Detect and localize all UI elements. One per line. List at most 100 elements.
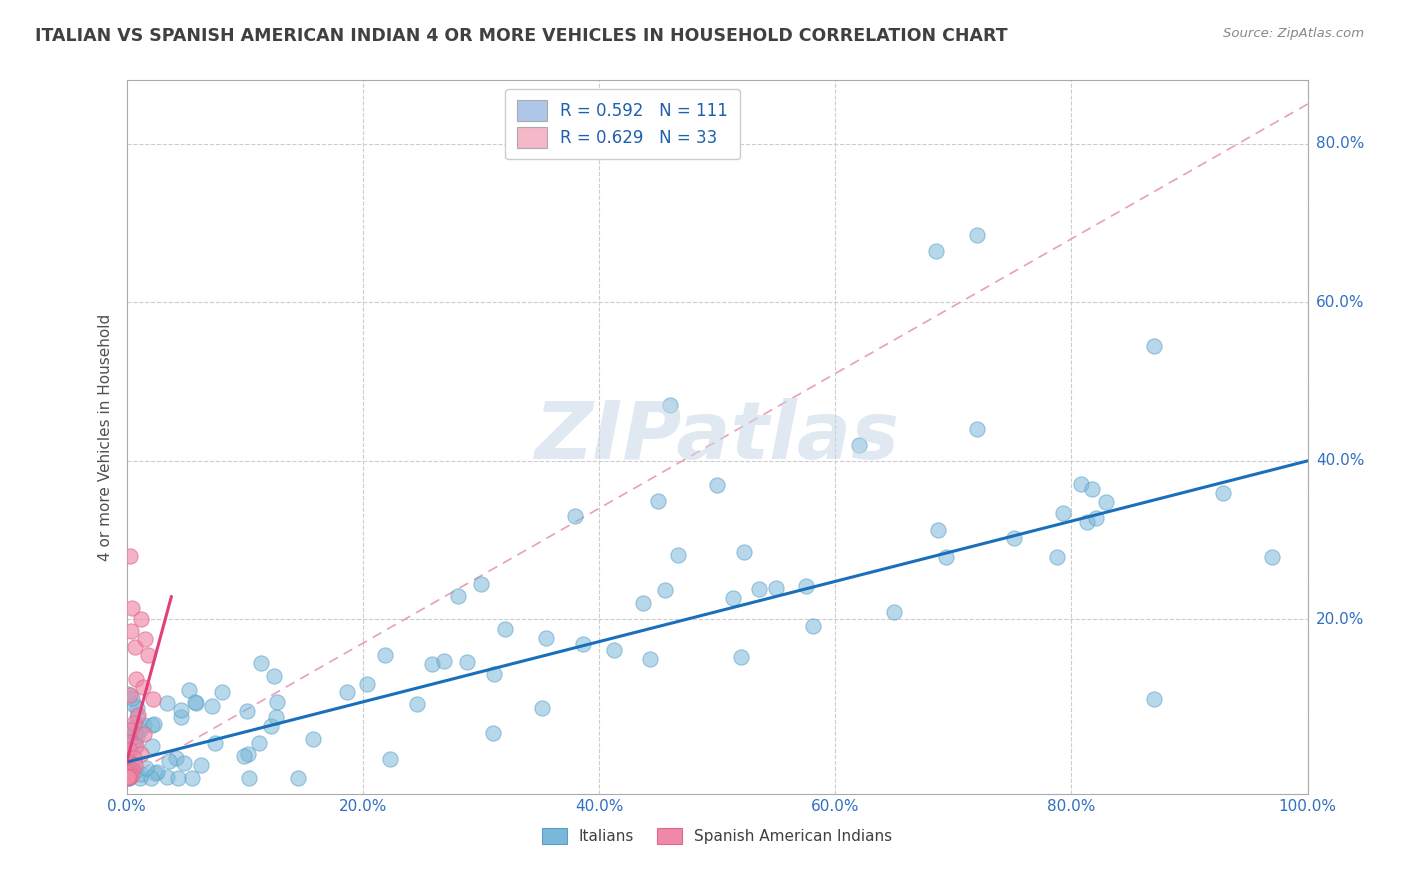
Point bbox=[118, 771, 141, 785]
Point bbox=[1085, 511, 1108, 525]
Point bbox=[572, 637, 595, 651]
Point bbox=[120, 743, 142, 757]
Point bbox=[129, 747, 152, 762]
Point bbox=[405, 697, 427, 711]
Text: 80.0%: 80.0% bbox=[1316, 136, 1364, 152]
Point bbox=[1212, 485, 1234, 500]
Point bbox=[121, 600, 143, 615]
Point bbox=[647, 493, 669, 508]
Point bbox=[238, 771, 260, 785]
Point bbox=[190, 758, 212, 772]
Point bbox=[117, 771, 139, 785]
Point bbox=[124, 740, 146, 755]
Point bbox=[129, 612, 152, 626]
Point bbox=[433, 654, 456, 668]
Point bbox=[122, 698, 145, 712]
Point bbox=[125, 739, 148, 754]
Point bbox=[120, 756, 142, 771]
Point bbox=[141, 718, 163, 732]
Point bbox=[658, 398, 681, 412]
Point bbox=[534, 632, 557, 646]
Point bbox=[124, 764, 146, 778]
Point bbox=[1052, 506, 1074, 520]
Point bbox=[129, 723, 152, 737]
Point bbox=[302, 732, 325, 747]
Legend: Italians, Spanish American Indians: Italians, Spanish American Indians bbox=[536, 822, 898, 850]
Point bbox=[211, 685, 233, 699]
Point bbox=[142, 717, 165, 731]
Point bbox=[335, 684, 357, 698]
Point bbox=[374, 648, 396, 662]
Point bbox=[266, 695, 288, 709]
Point bbox=[638, 652, 661, 666]
Point bbox=[120, 688, 142, 702]
Point bbox=[204, 736, 226, 750]
Point bbox=[125, 709, 148, 723]
Point bbox=[1046, 549, 1069, 564]
Point bbox=[748, 582, 770, 596]
Point bbox=[117, 769, 139, 783]
Point bbox=[356, 677, 378, 691]
Point bbox=[456, 655, 478, 669]
Point bbox=[124, 725, 146, 739]
Point bbox=[145, 766, 167, 780]
Point bbox=[1002, 532, 1025, 546]
Point bbox=[170, 710, 193, 724]
Point bbox=[801, 619, 824, 633]
Point bbox=[115, 755, 138, 769]
Point bbox=[666, 548, 689, 562]
Text: Source: ZipAtlas.com: Source: ZipAtlas.com bbox=[1223, 27, 1364, 40]
Point bbox=[118, 767, 141, 781]
Point bbox=[170, 703, 193, 717]
Point bbox=[1081, 483, 1104, 497]
Point bbox=[131, 767, 153, 781]
Text: ITALIAN VS SPANISH AMERICAN INDIAN 4 OR MORE VEHICLES IN HOUSEHOLD CORRELATION C: ITALIAN VS SPANISH AMERICAN INDIAN 4 OR … bbox=[35, 27, 1008, 45]
Point bbox=[120, 769, 142, 783]
Point bbox=[115, 771, 138, 785]
Point bbox=[136, 648, 159, 662]
Point bbox=[141, 739, 163, 754]
Point bbox=[935, 549, 957, 564]
Point bbox=[134, 727, 156, 741]
Point bbox=[117, 754, 139, 768]
Point bbox=[1143, 691, 1166, 706]
Point bbox=[1076, 515, 1098, 529]
Point bbox=[733, 545, 755, 559]
Point bbox=[247, 736, 270, 750]
Point bbox=[127, 700, 149, 714]
Point bbox=[236, 704, 259, 718]
Point bbox=[157, 754, 180, 768]
Point bbox=[927, 523, 949, 537]
Point bbox=[141, 771, 163, 785]
Point bbox=[494, 622, 516, 636]
Point bbox=[118, 751, 141, 765]
Point bbox=[250, 656, 273, 670]
Point bbox=[134, 632, 156, 647]
Point bbox=[730, 650, 752, 665]
Point bbox=[124, 733, 146, 747]
Point bbox=[186, 696, 208, 710]
Point bbox=[470, 576, 492, 591]
Point bbox=[603, 643, 626, 657]
Point bbox=[118, 770, 141, 784]
Point bbox=[117, 686, 139, 700]
Point bbox=[1095, 494, 1118, 508]
Point bbox=[420, 657, 443, 672]
Point bbox=[264, 710, 287, 724]
Point bbox=[201, 698, 224, 713]
Point bbox=[179, 683, 201, 698]
Point bbox=[794, 579, 817, 593]
Point bbox=[966, 422, 988, 436]
Point bbox=[631, 595, 654, 609]
Point bbox=[125, 672, 148, 686]
Text: 60.0%: 60.0% bbox=[1316, 294, 1364, 310]
Point bbox=[966, 227, 988, 242]
Point bbox=[165, 751, 187, 765]
Point bbox=[706, 477, 728, 491]
Point bbox=[287, 771, 309, 785]
Point bbox=[173, 756, 195, 770]
Point bbox=[127, 707, 149, 722]
Point bbox=[447, 590, 470, 604]
Point bbox=[127, 729, 149, 743]
Point bbox=[117, 727, 139, 741]
